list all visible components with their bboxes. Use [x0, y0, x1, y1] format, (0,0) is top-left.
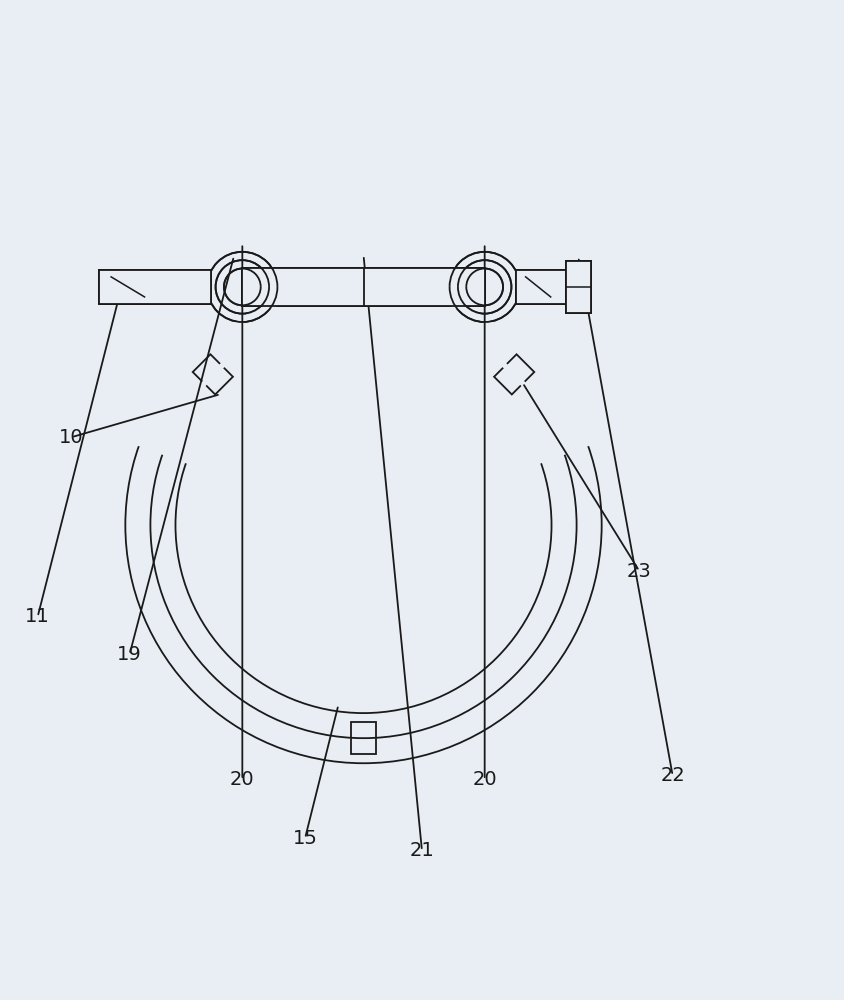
Bar: [242, 268, 484, 306]
Text: 19: 19: [117, 645, 142, 664]
Text: 20: 20: [473, 770, 497, 789]
Bar: [516, 270, 565, 304]
Text: 10: 10: [59, 428, 84, 447]
Bar: [565, 261, 591, 313]
Text: 20: 20: [230, 770, 255, 789]
Text: 22: 22: [660, 766, 685, 785]
Bar: [242, 268, 484, 306]
Bar: [99, 270, 211, 304]
Bar: [192, 354, 233, 394]
Text: 11: 11: [25, 607, 50, 626]
Text: 21: 21: [409, 841, 435, 860]
Bar: [494, 354, 534, 394]
Bar: [99, 270, 211, 304]
Bar: [565, 261, 591, 313]
Text: 23: 23: [627, 562, 652, 581]
Bar: [516, 270, 565, 304]
Text: 15: 15: [293, 829, 317, 848]
Bar: [351, 722, 376, 754]
